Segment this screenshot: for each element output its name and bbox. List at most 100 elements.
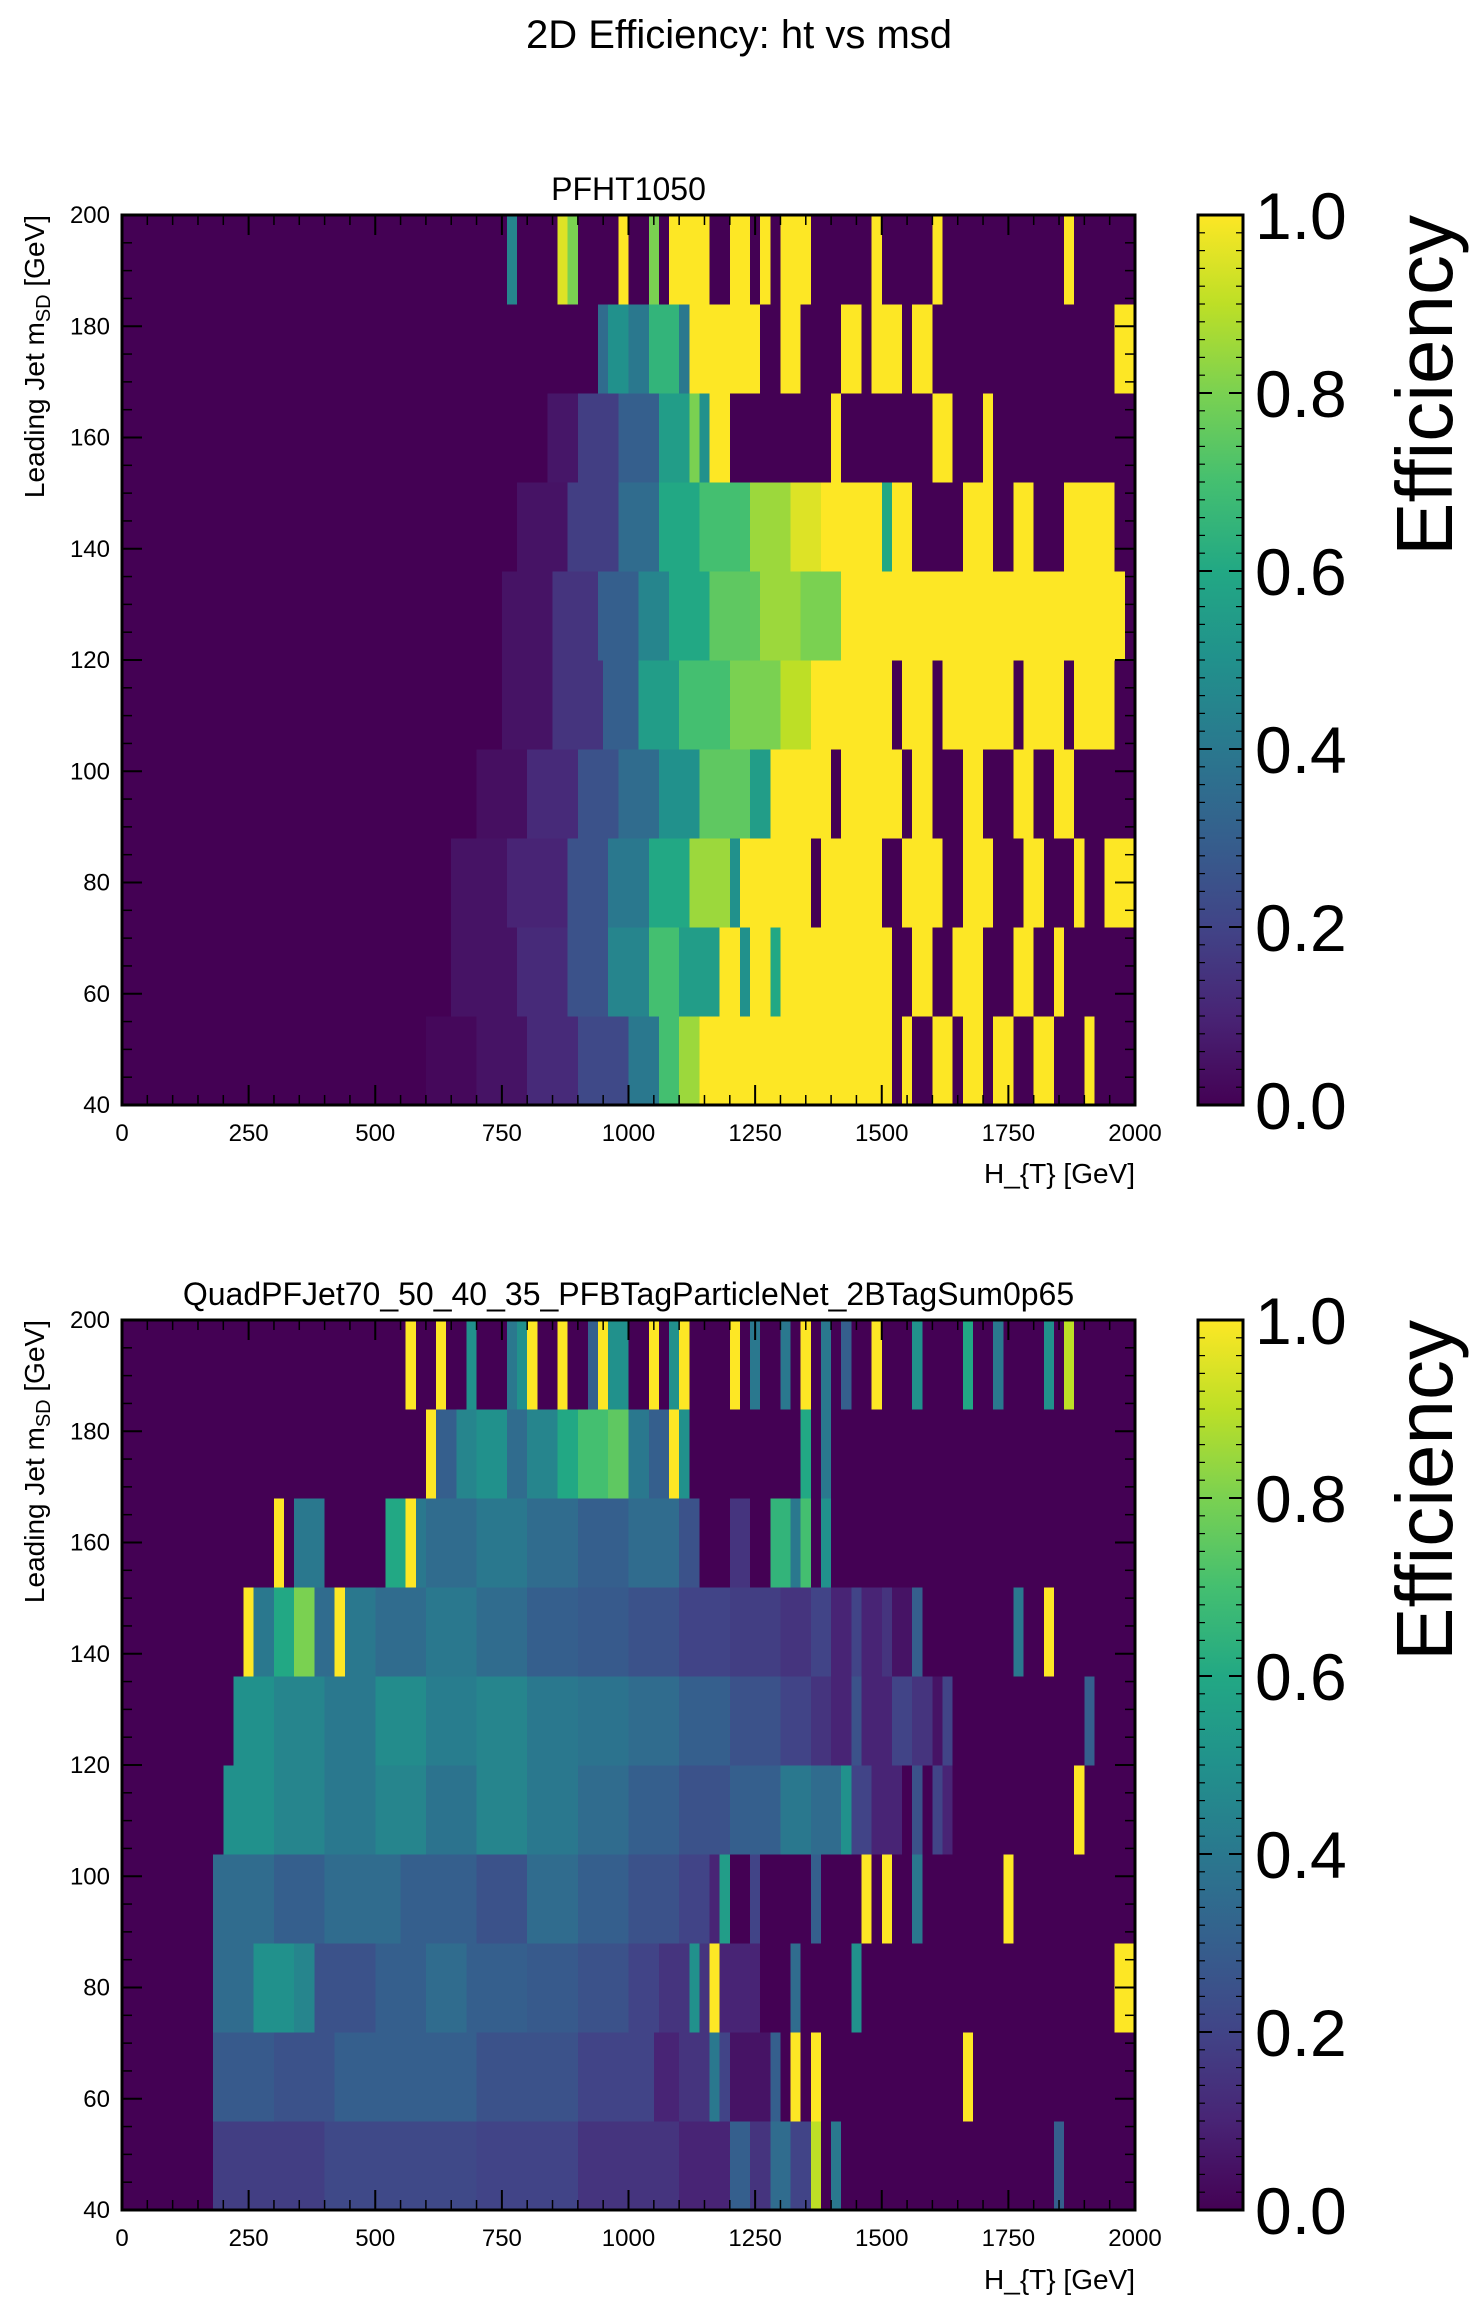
heatmap-cell [932, 927, 944, 1017]
heatmap-cell [770, 1943, 782, 2033]
heatmap-cell [993, 1587, 1004, 1677]
heatmap-cell [912, 2121, 923, 2211]
colorbar-tick-label: 1.0 [1255, 1284, 1347, 1358]
heatmap-cell [780, 2032, 792, 2122]
heatmap-cell [213, 1676, 224, 1766]
heatmap-cell [344, 838, 356, 928]
heatmap-cell [800, 304, 812, 394]
heatmap-cell [324, 1676, 336, 1766]
heatmap-cell [891, 2121, 903, 2211]
heatmap-cell [709, 1765, 721, 1855]
heatmap-cell [425, 2121, 437, 2211]
heatmap-cell [780, 215, 792, 305]
colorbar-tick-label: 0.2 [1255, 1996, 1347, 2070]
heatmap-cell [385, 1943, 397, 2033]
heatmap-cell [456, 1498, 468, 1588]
heatmap-cell [400, 1854, 412, 1944]
heatmap-cell [983, 1765, 994, 1855]
x-tick-label: 1000 [602, 1120, 655, 1147]
heatmap-cell [203, 1320, 214, 1410]
heatmap-cell [344, 1765, 356, 1855]
heatmap-cell [192, 1016, 204, 1106]
heatmap-cell [1124, 1854, 1136, 1944]
heatmap-cell [476, 215, 488, 305]
heatmap-cell [719, 1765, 731, 1855]
heatmap-cell [1094, 1016, 1106, 1106]
heatmap-cell [243, 1676, 255, 1766]
heatmap-cell [577, 393, 589, 483]
heatmap-cell [1003, 749, 1015, 839]
heatmap-cell [1043, 927, 1055, 1017]
heatmap-cell [1074, 571, 1085, 661]
heatmap-cell [993, 927, 1004, 1017]
heatmap-cell [587, 2032, 599, 2122]
heatmap-cell [405, 749, 417, 839]
heatmap-cell [537, 1676, 549, 1766]
heatmap-cell [831, 1409, 842, 1499]
heatmap-cell [273, 838, 285, 928]
heatmap-cell [598, 1854, 609, 1944]
heatmap-cell [790, 1320, 802, 1410]
heatmap-cell [1003, 215, 1015, 305]
heatmap-cell [993, 304, 1004, 394]
heatmap-cell [689, 482, 701, 572]
heatmap-cell [436, 215, 447, 305]
heatmap-cell [1003, 1498, 1015, 1588]
heatmap-cell [506, 1320, 518, 1410]
heatmap-cell [972, 1943, 984, 2033]
heatmap-cell [699, 1587, 711, 1677]
heatmap-cell [810, 482, 822, 572]
heatmap-cell [1114, 749, 1126, 839]
heatmap-cell [1043, 1765, 1055, 1855]
heatmap-cell [902, 1016, 913, 1106]
heatmap-cell [831, 482, 842, 572]
heatmap-cell [1114, 482, 1126, 572]
heatmap-cell [1033, 571, 1045, 661]
heatmap-cell [517, 1320, 528, 1410]
heatmap-cell [192, 482, 204, 572]
heatmap-cell [593, 660, 604, 750]
heatmap-cell [689, 1854, 701, 1944]
y-tick-label: 140 [70, 536, 110, 563]
heatmap-cell [750, 1765, 761, 1855]
heatmap-cell [841, 749, 852, 839]
heatmap-cell [354, 1587, 366, 1677]
heatmap-cell [1114, 1320, 1126, 1410]
heatmap-cell [750, 1498, 761, 1588]
heatmap-cell [1124, 1587, 1136, 1677]
heatmap-cell [760, 838, 771, 928]
heatmap-cell [820, 215, 832, 305]
heatmap-cell [365, 1498, 376, 1588]
heatmap-cell [648, 1498, 660, 1588]
heatmap-cell [1064, 1676, 1075, 1766]
heatmap-cell [233, 749, 245, 839]
x-axis-label: H_{T} [GeV] [984, 2264, 1135, 2295]
heatmap-cell [354, 1320, 366, 1410]
heatmap-cell [243, 1498, 255, 1588]
heatmap-cell [770, 1498, 782, 1588]
heatmap-cell [780, 927, 792, 1017]
heatmap-cell [192, 571, 204, 661]
heatmap-cell [527, 927, 538, 1017]
heatmap-cell [294, 482, 305, 572]
heatmap-cell [972, 304, 984, 394]
heatmap-cell [577, 304, 589, 394]
heatmap-cell [1003, 571, 1015, 661]
heatmap-cell [213, 2121, 224, 2211]
heatmap-cell [294, 1854, 305, 1944]
heatmap-cell [446, 1320, 457, 1410]
heatmap-cell [567, 1676, 579, 1766]
heatmap-cell [851, 838, 863, 928]
heatmap-cell [841, 2032, 852, 2122]
heatmap-cell [506, 2032, 518, 2122]
heatmap-cell [1013, 1943, 1025, 2033]
heatmap-cell [952, 482, 964, 572]
heatmap-cell [1104, 660, 1116, 750]
heatmap-cell [993, 393, 1004, 483]
heatmap-cell [729, 1943, 741, 2033]
heatmap-cell [172, 1016, 184, 1106]
heatmap-cell [547, 2032, 559, 2122]
heatmap-cell [273, 304, 285, 394]
heatmap-cell [476, 304, 488, 394]
heatmap-cell [344, 1320, 356, 1410]
